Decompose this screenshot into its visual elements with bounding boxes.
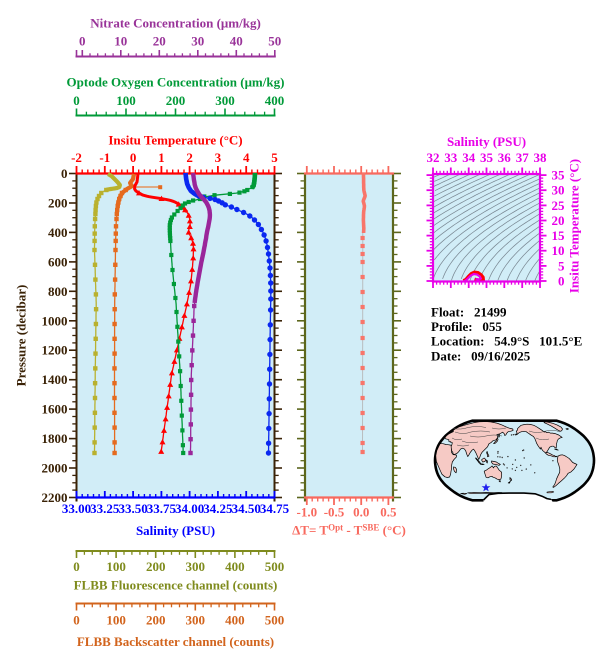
svg-text:30: 30: [552, 183, 565, 198]
svg-text:Salinity (PSU): Salinity (PSU): [136, 523, 215, 538]
svg-text:40: 40: [230, 34, 243, 49]
svg-text:3: 3: [215, 150, 222, 165]
svg-text:1200: 1200: [42, 343, 68, 358]
svg-text:15: 15: [552, 228, 566, 243]
svg-text:33.25: 33.25: [90, 501, 120, 516]
svg-text:0: 0: [79, 34, 86, 49]
svg-text:0.5: 0.5: [380, 505, 397, 520]
svg-text:0.0: 0.0: [353, 505, 369, 520]
svg-text:200: 200: [166, 93, 186, 108]
svg-text:0: 0: [130, 150, 137, 165]
svg-text:Nitrate Concentration (μm/kg): Nitrate Concentration (μm/kg): [90, 16, 261, 31]
svg-text:34.00: 34.00: [175, 501, 204, 516]
svg-text:33: 33: [444, 150, 458, 165]
svg-text:200: 200: [146, 613, 166, 628]
svg-text:37: 37: [516, 150, 530, 165]
svg-text:600: 600: [48, 254, 68, 269]
svg-text:200: 200: [146, 559, 166, 574]
svg-text:38: 38: [534, 150, 548, 165]
svg-text:Profile: 055: Profile: 055: [431, 319, 502, 334]
svg-text:-1: -1: [99, 150, 110, 165]
svg-text:20: 20: [153, 34, 166, 49]
svg-text:50: 50: [268, 34, 281, 49]
svg-text:Salinity (PSU): Salinity (PSU): [447, 134, 526, 149]
svg-text:30: 30: [191, 34, 204, 49]
svg-text:Insitu Temperature (°C): Insitu Temperature (°C): [567, 159, 582, 293]
svg-text:2: 2: [186, 150, 193, 165]
svg-text:34: 34: [462, 150, 476, 165]
svg-text:Optode Oxygen Concentration (μ: Optode Oxygen Concentration (μm/kg): [67, 75, 285, 90]
svg-text:-0.5: -0.5: [324, 505, 345, 520]
svg-text:0: 0: [73, 559, 80, 574]
svg-text:33.50: 33.50: [118, 501, 147, 516]
svg-text:10: 10: [552, 243, 565, 258]
svg-text:0: 0: [558, 274, 565, 289]
svg-text:-1.0: -1.0: [297, 505, 318, 520]
svg-text:1800: 1800: [42, 431, 68, 446]
svg-text:ΔT= TOpt - TSBE (°C): ΔT= TOpt - TSBE (°C): [292, 523, 406, 538]
svg-text:500: 500: [265, 559, 285, 574]
svg-text:34.75: 34.75: [260, 501, 290, 516]
svg-text:500: 500: [265, 613, 285, 628]
svg-text:5: 5: [558, 258, 565, 273]
svg-text:25: 25: [552, 198, 566, 213]
svg-text:400: 400: [225, 613, 245, 628]
svg-text:400: 400: [225, 559, 245, 574]
svg-text:0: 0: [73, 613, 80, 628]
svg-text:0: 0: [61, 166, 68, 181]
svg-text:32: 32: [427, 150, 440, 165]
svg-text:1: 1: [158, 150, 165, 165]
svg-text:34.25: 34.25: [203, 501, 233, 516]
svg-text:Pressure (decibar): Pressure (decibar): [14, 285, 29, 387]
svg-text:400: 400: [265, 93, 285, 108]
svg-text:35: 35: [552, 168, 566, 183]
svg-text:1400: 1400: [42, 372, 68, 387]
svg-text:200: 200: [48, 196, 68, 211]
svg-text:34.50: 34.50: [232, 501, 261, 516]
svg-text:10: 10: [114, 34, 127, 49]
svg-text:300: 300: [186, 559, 206, 574]
svg-text:800: 800: [48, 284, 68, 299]
svg-text:Date: 09/16/2025: Date: 09/16/2025: [431, 348, 531, 363]
svg-text:20: 20: [552, 213, 565, 228]
svg-text:36: 36: [498, 150, 512, 165]
svg-text:300: 300: [215, 93, 235, 108]
svg-text:FLBB Backscatter channel (coun: FLBB Backscatter channel (counts): [77, 634, 274, 649]
svg-text:0: 0: [73, 93, 80, 108]
svg-text:-2: -2: [71, 150, 82, 165]
svg-text:35: 35: [480, 150, 494, 165]
svg-text:Insitu Temperature (°C): Insitu Temperature (°C): [108, 133, 242, 148]
svg-text:5: 5: [271, 150, 278, 165]
svg-text:100: 100: [116, 93, 136, 108]
svg-text:2000: 2000: [42, 461, 68, 476]
svg-text:2200: 2200: [42, 490, 68, 505]
svg-text:33.75: 33.75: [147, 501, 177, 516]
svg-text:Float: 21499: Float: 21499: [431, 305, 507, 320]
svg-text:1600: 1600: [42, 402, 68, 417]
svg-text:FLBB Fluorescence channel (cou: FLBB Fluorescence channel (counts): [74, 578, 278, 593]
svg-text:400: 400: [48, 225, 68, 240]
svg-text:4: 4: [243, 150, 250, 165]
svg-text:100: 100: [106, 613, 126, 628]
svg-text:Location: 54.9°S 101.5°E: Location: 54.9°S 101.5°E: [431, 334, 582, 349]
svg-text:33.00: 33.00: [62, 501, 91, 516]
svg-text:1000: 1000: [42, 313, 68, 328]
svg-text:100: 100: [106, 559, 126, 574]
svg-text:300: 300: [186, 613, 206, 628]
